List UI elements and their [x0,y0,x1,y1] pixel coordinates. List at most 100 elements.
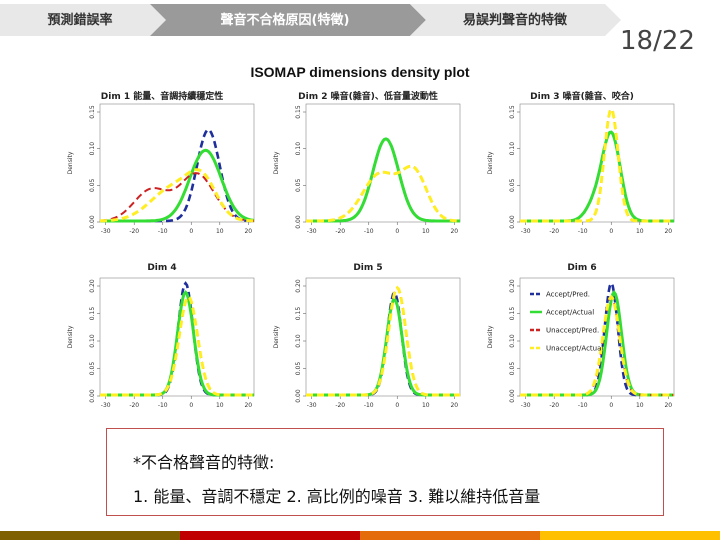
breadcrumb-step-1-label: 預測錯誤率 [47,12,113,28]
density-curve-2 [100,148,255,223]
density-curve-2 [520,130,674,223]
x-tick-label: 0 [609,402,613,409]
plot-frame [99,103,255,223]
y-axis-label: Density [273,151,280,174]
bottom-bar-segment [360,531,540,540]
x-tick-label: 10 [422,228,430,235]
bottom-bar-segment [540,531,720,540]
y-tick-label: 0.15 [295,105,302,119]
density-curve-4 [306,285,460,397]
density-plot-svg: -30 -20 -10 0 10 20 0.00 0.05 0.10 0.15 0.20 Densit… [273,277,461,409]
legend-label: Accept/Actual [546,309,594,317]
bottom-color-bar [0,531,720,540]
y-tick-label: 0.10 [295,142,302,156]
breadcrumb-step-1-shape [0,4,166,36]
x-tick-label: 20 [450,402,458,409]
density-plot-svg: -30 -20 -10 0 10 20 0.00 0.05 0.10 0.15 Density [487,103,675,235]
density-curve-3 [306,165,460,222]
bottom-bar-segment [180,531,360,540]
y-tick-label: 0.15 [89,105,96,119]
panel-title: Dim 1 能量、音調持續穩定性 [100,92,224,102]
x-tick-label: -20 [335,402,345,409]
x-tick-label: -10 [364,402,374,409]
x-tick-label: 10 [216,402,224,409]
breadcrumb: 預測錯誤率 聲音不合格原因(特徵) 易誤判聲音的特徵 [0,0,720,36]
y-tick-label: 0.10 [89,142,96,156]
plot-frame [99,277,255,397]
x-tick-label: -10 [578,402,588,409]
note-items: 1. 能量、音調不穩定 2. 高比例的噪音 3. 難以維持低音量 [133,487,541,506]
x-tick-label: 20 [664,228,672,235]
y-tick-label: 0.00 [295,215,302,229]
x-tick-label: 0 [189,402,193,409]
density-panel-dim4: -30 -20 -10 0 10 20 0.00 0.05 0.10 0.15 0.20 Densit… [62,260,262,418]
x-tick-label: 10 [636,402,644,409]
y-axis-label: Density [487,151,494,174]
panel-title: Dim 4 [147,263,177,273]
legend: Accept/Pred. Accept/Actual Unaccept/Pred. U… [530,291,603,353]
density-panel-dim1: -30 -20 -10 0 10 20 0.00 0.05 0.10 0.15 Density Dim… [62,86,262,244]
y-tick-label: 0.15 [89,307,96,321]
y-tick-label: 0.05 [509,178,516,192]
note-box: *不合格聲音的特徵: 1. 能量、音調不穩定 2. 高比例的噪音 3. 難以維持… [106,428,664,516]
chart-title: ISOMAP dimensions density plot [250,64,470,80]
legend-label: Unaccept/Actual [546,345,603,353]
density-curve-4 [520,106,674,223]
y-tick-label: 0.00 [295,389,302,403]
x-tick-label: -30 [521,228,531,235]
y-tick-label: 0.10 [509,334,516,348]
y-tick-label: 0.00 [89,215,96,229]
density-plot-svg: -30 -20 -10 0 10 20 0.00 0.05 0.10 0.15 Density [67,103,255,235]
density-plot-svg: -30 -20 -10 0 10 20 0.00 0.05 0.10 0.15 0.20 Densit… [67,277,255,409]
density-panel-dim2: -30 -20 -10 0 10 20 0.00 0.05 0.10 0.15 Density Dim… [268,86,468,244]
y-tick-label: 0.20 [509,279,516,293]
breadcrumb-step-1[interactable]: 預測錯誤率 [20,0,140,36]
breadcrumb-step-3-label: 易誤判聲音的特徵 [462,12,567,28]
y-axis-label: Density [273,325,280,348]
y-tick-label: 0.15 [295,307,302,321]
panel-title: Dim 5 [353,263,383,273]
y-tick-label: 0.20 [89,279,96,293]
density-panel-dim6: -30 -20 -10 0 10 20 0.00 0.05 0.10 0.15 0.20 Densit… [482,260,682,418]
y-tick-label: 0.05 [89,178,96,192]
density-curve-4 [100,168,255,223]
x-tick-label: -30 [307,402,317,409]
plot-frame [305,103,461,223]
x-tick-label: -10 [158,402,168,409]
y-tick-label: 0.10 [89,334,96,348]
density-curve-1 [520,280,674,397]
y-tick-label: 0.20 [295,279,302,293]
x-tick-label: 20 [664,402,672,409]
y-tick-label: 0.05 [509,362,516,376]
breadcrumb-step-2[interactable]: 聲音不合格原因(特徵) [175,0,395,36]
plot-frame [519,277,675,397]
legend-label: Accept/Pred. [546,291,590,299]
density-curve-2 [306,296,460,397]
x-tick-label: 10 [422,402,430,409]
x-tick-label: 0 [395,228,399,235]
x-tick-label: -20 [129,228,139,235]
y-tick-label: 0.05 [89,362,96,376]
breadcrumb-step-2-label: 聲音不合格原因(特徵) [220,12,350,28]
plot-frame [519,103,675,223]
y-tick-label: 0.10 [295,334,302,348]
plot-frame [305,277,461,397]
x-tick-label: -10 [364,228,374,235]
x-tick-label: -10 [158,228,168,235]
legend-label: Unaccept/Pred. [546,327,599,335]
x-tick-label: -20 [335,228,345,235]
y-tick-label: 0.05 [295,362,302,376]
breadcrumb-step-3[interactable]: 易誤判聲音的特徵 [430,0,600,36]
y-tick-label: 0.00 [89,389,96,403]
density-curve-4 [520,294,674,397]
panel-title: Dim 6 [567,263,597,273]
x-tick-label: -30 [101,402,111,409]
density-curve-4 [306,164,460,223]
y-tick-label: 0.15 [509,307,516,321]
density-curve-1 [306,290,460,397]
x-tick-label: 20 [244,228,252,235]
density-panel-dim5: -30 -20 -10 0 10 20 0.00 0.05 0.10 0.15 0.20 Densit… [268,260,468,418]
x-tick-label: -10 [578,228,588,235]
x-tick-label: -20 [549,402,559,409]
panel-title: Dim 2 噪音(雜音)、低音量波動性 [298,92,438,102]
